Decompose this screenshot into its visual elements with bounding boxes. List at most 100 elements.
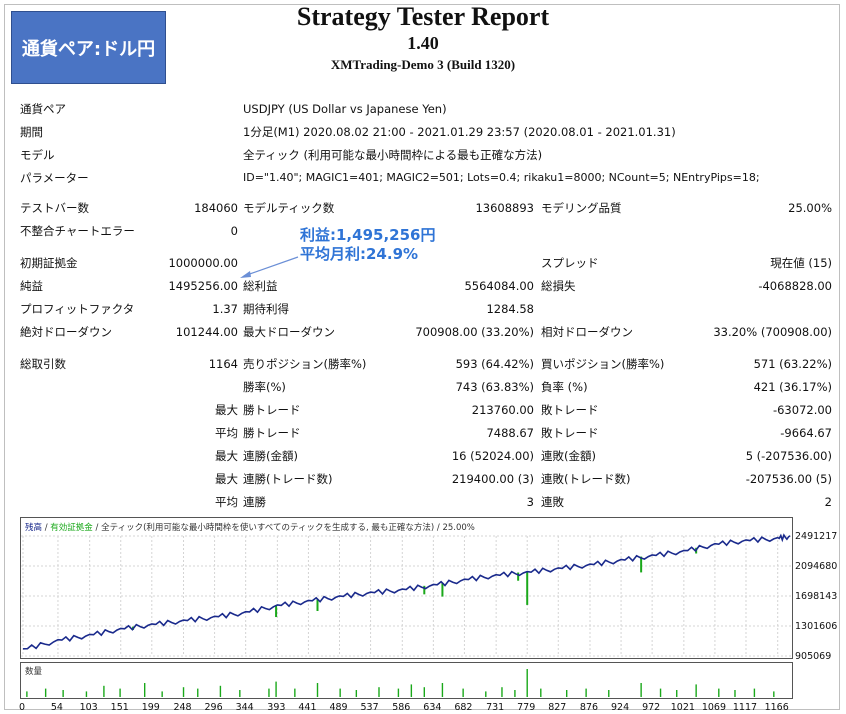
y-tick-label: 2094680 [795, 561, 837, 572]
max-win-trade-value: 213760.00 [471, 403, 534, 417]
consec-loss-amt-value: 5 (-207536.00) [745, 449, 832, 463]
legend-balance: 残高 [25, 522, 42, 533]
avg-win-trade-value: 7488.67 [486, 426, 534, 440]
model-quality-value: 25.00% [788, 201, 832, 215]
avg-consec-loss-label: 連敗 [541, 495, 564, 509]
consec-loss-trades-value: -207536.00 (5) [745, 472, 832, 486]
short-label: 売りポジション(勝率%) [243, 357, 367, 371]
info-label-period: 期間 [20, 125, 43, 139]
avg-consec-loss-value: 2 [824, 495, 832, 509]
x-tick-label: 972 [642, 702, 660, 713]
consec-win-amt-label: 連勝(金額) [243, 449, 298, 463]
x-tick-label: 924 [611, 702, 629, 713]
avg-win-trade-label: 勝トレード [243, 426, 301, 440]
balance-chart: 残高 / 有効証拠金 / 全ティック(利用可能な最小時間枠を使いすべてのティック… [20, 517, 793, 659]
long-value: 571 (63.22%) [753, 357, 832, 371]
report-server: XMTrading-Demo 3 (Build 1320) [330, 57, 516, 72]
x-tick-label: 344 [236, 702, 254, 713]
max-win-trade-label: 勝トレード [243, 403, 301, 417]
x-tick-label: 1166 [765, 702, 789, 713]
max-label-3: 最大 [215, 472, 238, 486]
total-trades-value: 1164 [208, 357, 238, 371]
net-profit-label: 純益 [20, 279, 43, 293]
x-tick-label: 248 [173, 702, 191, 713]
expected-payoff-label: 期待利得 [243, 302, 289, 316]
initial-deposit-label: 初期証拠金 [20, 256, 78, 270]
annotation-monthly: 平均月利:24.9% [300, 245, 419, 263]
currency-pair-badge: 通貨ペア:ドル円 [11, 11, 166, 84]
avg-consec-win-value: 3 [526, 495, 534, 509]
x-tick-label: 537 [361, 702, 379, 713]
max-label-2: 最大 [215, 449, 238, 463]
win-rate-value: 743 (63.83%) [455, 380, 534, 394]
gross-profit-label: 総利益 [243, 279, 278, 293]
loss-rate-value: 421 (36.17%) [753, 380, 832, 394]
volume-chart: 数量 [20, 662, 793, 699]
x-tick-label: 296 [205, 702, 223, 713]
mismatch-value: 0 [230, 224, 238, 238]
profit-factor-value: 1.37 [212, 302, 238, 316]
x-tick-label: 393 [267, 702, 285, 713]
badge-text: 通貨ペア:ドル円 [21, 38, 156, 60]
loss-rate-label: 負率 (%) [541, 380, 588, 394]
spread-value: 現在値 (15) [770, 256, 832, 270]
y-tick-label: 905069 [795, 651, 831, 662]
consec-loss-trades-label: 連敗(トレード数) [541, 472, 631, 486]
x-tick-label: 103 [80, 702, 98, 713]
y-axis: 2491217 2094680 1698143 1301606 905069 [795, 531, 837, 662]
avg-consec-win-label: 連勝 [243, 495, 266, 509]
volume-label: 数量 [25, 666, 43, 677]
legend-equity: 有効証拠金 [50, 522, 93, 533]
max-label-1: 最大 [215, 403, 238, 417]
x-tick-label: 0 [19, 702, 25, 713]
chart-header: 残高 / 有効証拠金 / 全ティック(利用可能な最小時間枠を使いすべてのティック… [25, 522, 475, 533]
x-tick-label: 489 [329, 702, 347, 713]
info-value-period: 1分足(M1) 2020.08.02 21:00 - 2021.01.29 23… [243, 125, 676, 139]
report-title: Strategy Tester Report [296, 2, 550, 31]
x-tick-label: 1069 [702, 702, 726, 713]
x-tick-label: 54 [51, 702, 63, 713]
x-tick-label: 441 [298, 702, 316, 713]
x-tick-label: 827 [548, 702, 566, 713]
short-value: 593 (64.42%) [455, 357, 534, 371]
long-label: 買いポジション(勝率%) [541, 357, 665, 371]
mismatch-label: 不整合チャートエラー [20, 224, 135, 238]
x-tick-label: 682 [454, 702, 472, 713]
balance-chart-svg: 残高 / 有効証拠金 / 全ティック(利用可能な最小時間枠を使いすべてのティック… [21, 522, 792, 657]
net-profit-value: 1495256.00 [168, 279, 238, 293]
avg-loss-trade-value: -9664.67 [780, 426, 832, 440]
x-tick-label: 1021 [671, 702, 695, 713]
x-tick-label: 634 [423, 702, 441, 713]
info-value-model: 全ティック (利用可能な最小時間枠による最も正確な方法) [243, 148, 543, 162]
avg-loss-trade-label: 敗トレード [541, 426, 599, 440]
x-tick-label: 731 [486, 702, 504, 713]
abs-dd-value: 101244.00 [175, 325, 238, 339]
initial-deposit-value: 1000000.00 [168, 256, 238, 270]
spread-label: スプレッド [541, 256, 599, 270]
x-tick-label: 1117 [733, 702, 757, 713]
volume-chart-svg: 数量 [25, 666, 775, 697]
abs-dd-label: 絶対ドローダウン [20, 325, 112, 339]
model-ticks-value: 13608893 [475, 201, 534, 215]
expected-payoff-value: 1284.58 [486, 302, 534, 316]
avg-label-1: 平均 [215, 426, 238, 440]
info-value-pair: USDJPY (US Dollar vs Japanese Yen) [243, 102, 447, 116]
consec-win-trades-value: 219400.00 (3) [451, 472, 534, 486]
legend-model: 全ティック(利用可能な最小時間枠を使いすべてのティックを生成する, 最も正確な方… [101, 522, 475, 533]
rel-dd-label: 相対ドローダウン [541, 325, 633, 339]
x-tick-label: 199 [142, 702, 160, 713]
report-frame [4, 4, 840, 710]
annotation-profit: 利益:1,495,256円 [300, 226, 436, 244]
profit-factor-label: プロフィットファクタ [20, 302, 135, 316]
model-quality-label: モデリング品質 [541, 201, 622, 215]
test-bars-label: テストバー数 [20, 201, 89, 215]
info-label-pair: 通貨ペア [20, 102, 66, 116]
max-loss-trade-label: 敗トレード [541, 403, 599, 417]
consec-loss-amt-label: 連敗(金額) [541, 449, 596, 463]
balance-series-line [22, 533, 791, 650]
rel-dd-value: 33.20% (700908.00) [713, 325, 832, 339]
max-dd-value: 700908.00 (33.20%) [415, 325, 534, 339]
info-label-params: パラメーター [20, 171, 89, 185]
x-tick-label: 779 [517, 702, 535, 713]
